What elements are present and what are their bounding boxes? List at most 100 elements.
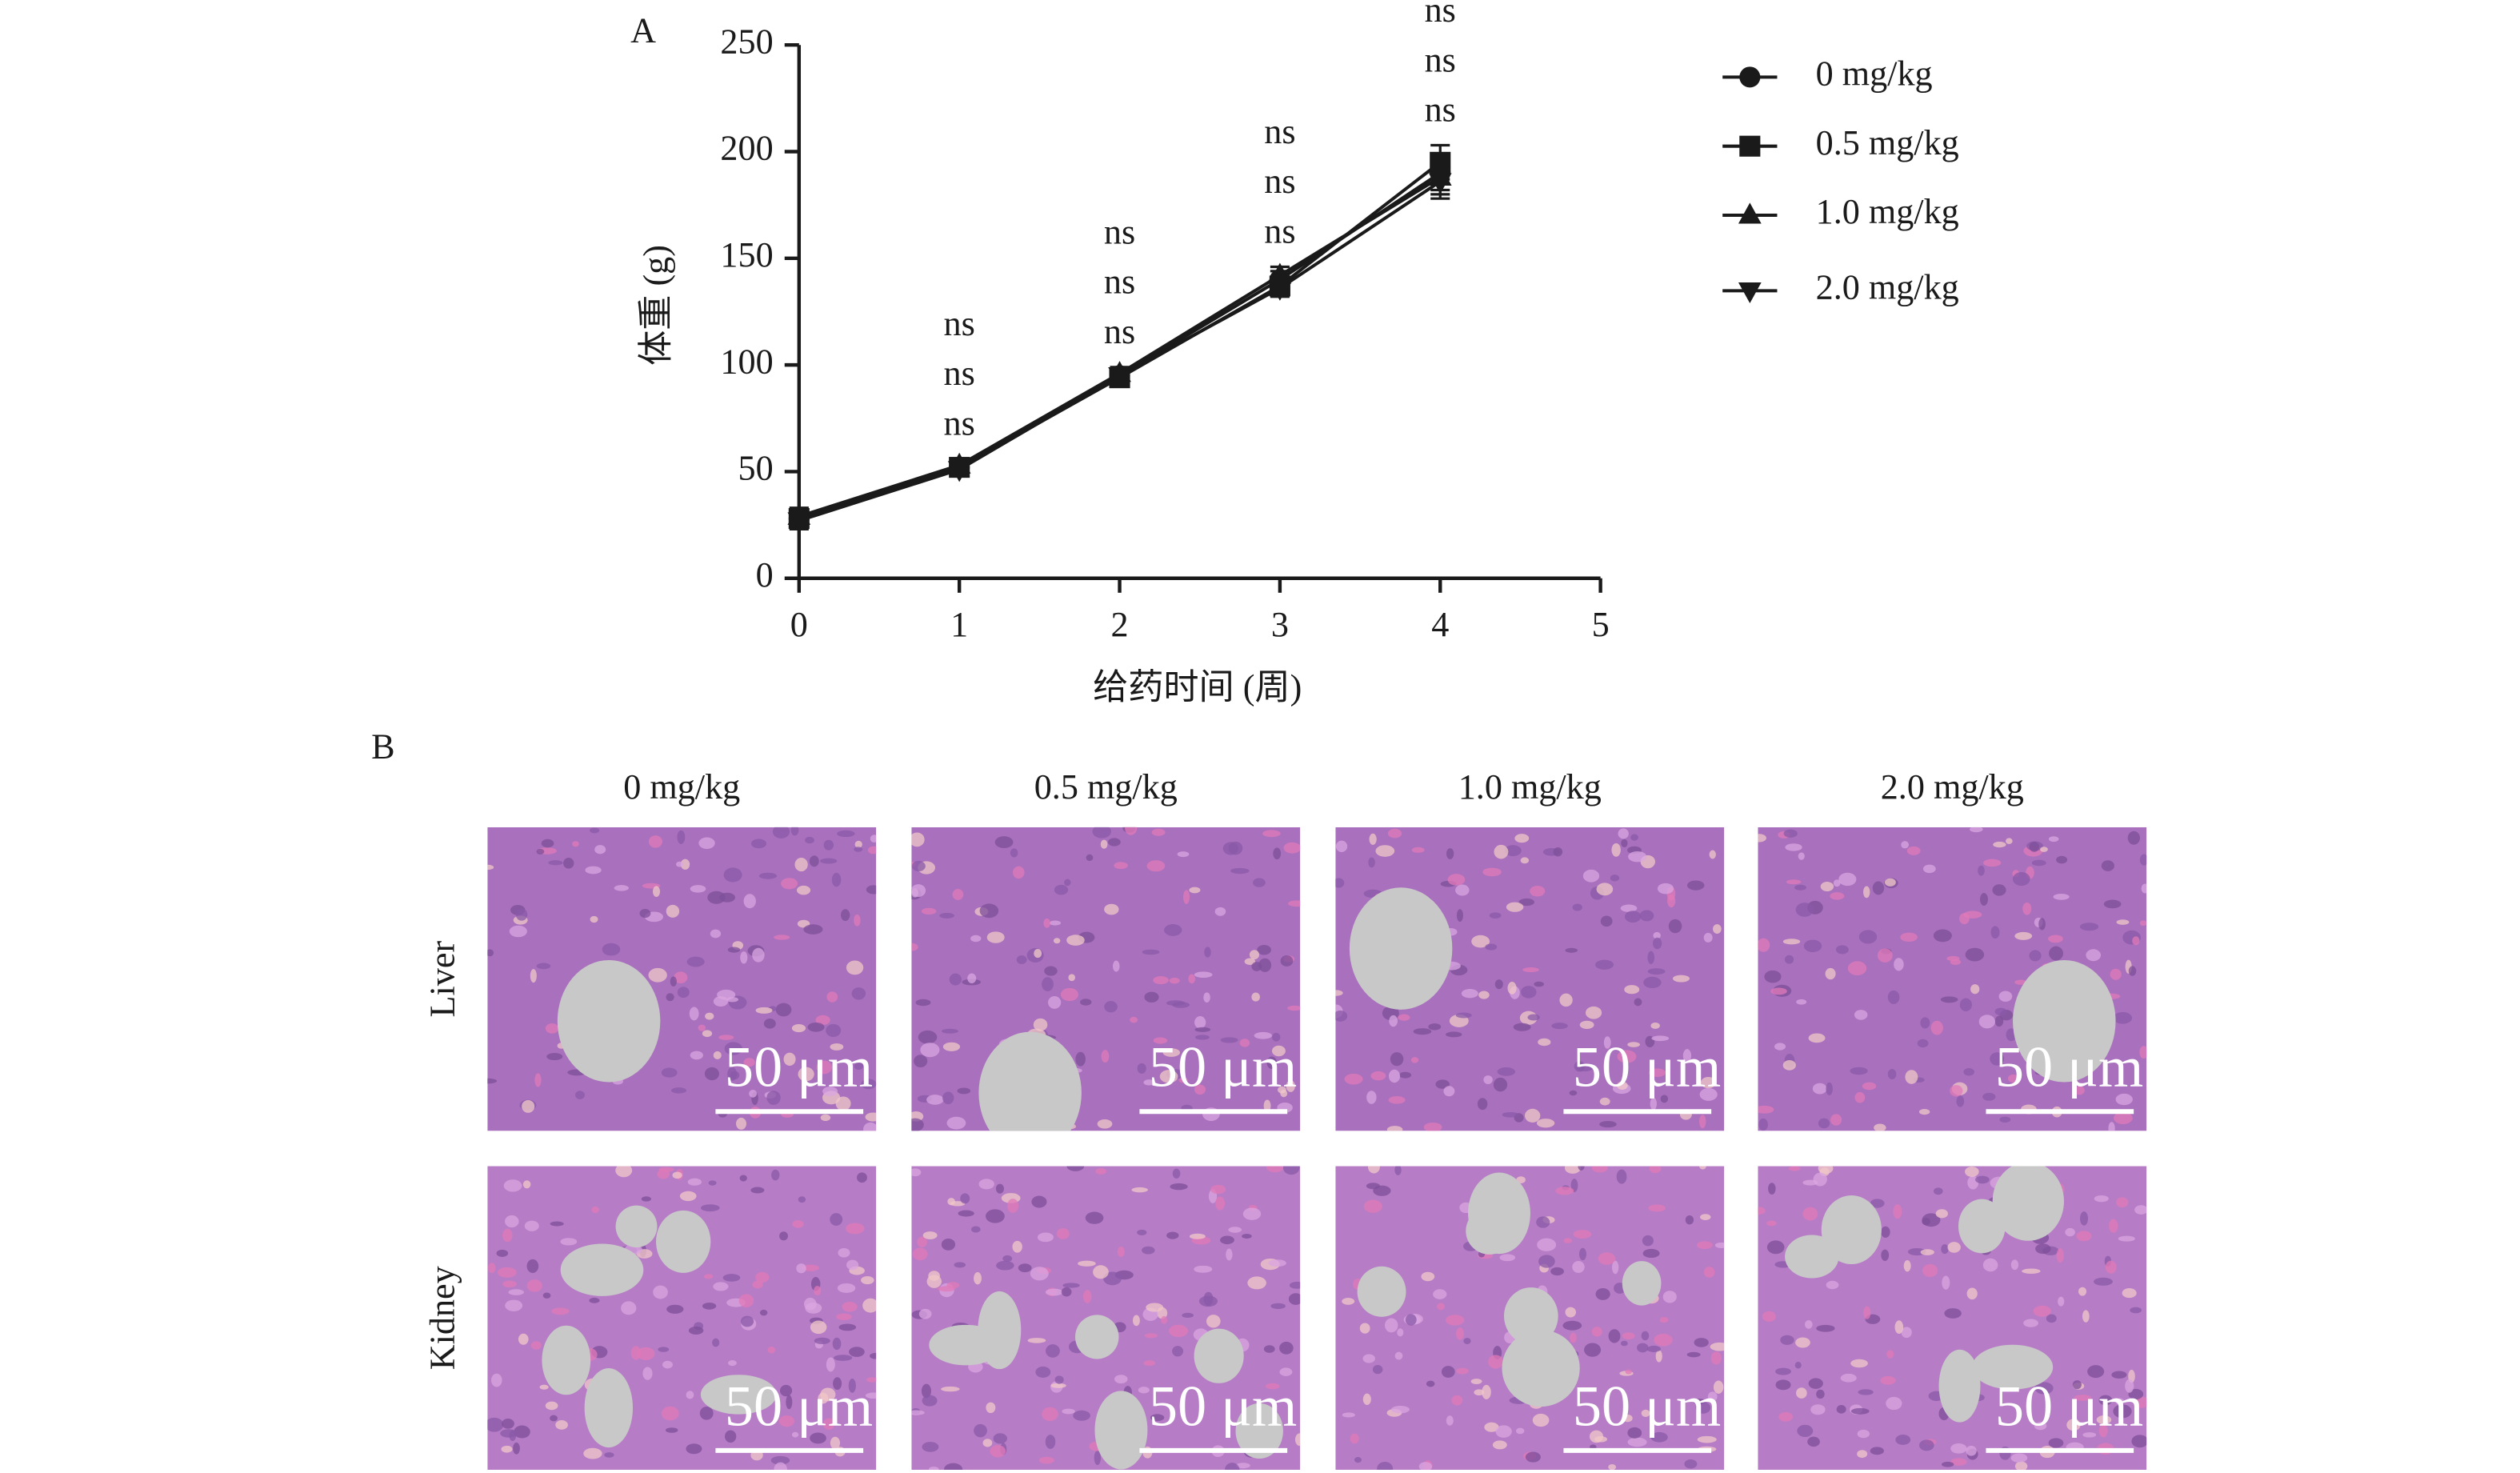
cell — [1942, 1275, 1950, 1290]
lumen — [1958, 1199, 2006, 1254]
cell — [679, 1191, 697, 1202]
cell — [1784, 955, 1794, 964]
cell — [911, 832, 925, 847]
micrograph: 50 μm — [487, 1166, 877, 1470]
cell — [1650, 1431, 1668, 1443]
cell — [1698, 1115, 1706, 1129]
cell — [803, 924, 823, 935]
cell — [1287, 1005, 1301, 1011]
cell — [1641, 1331, 1650, 1341]
cell — [1093, 1265, 1109, 1279]
cell — [918, 1308, 932, 1319]
cell — [1802, 1207, 1818, 1221]
cell — [722, 1274, 741, 1282]
cell — [941, 1386, 960, 1392]
lumen — [1194, 1328, 1244, 1383]
cell — [1254, 1031, 1273, 1039]
cell — [1595, 1287, 1610, 1300]
cell — [979, 903, 999, 919]
cell — [1807, 1436, 1820, 1447]
cell — [2103, 899, 2122, 909]
cell — [1555, 1187, 1574, 1195]
cell — [2072, 1380, 2082, 1390]
cell — [1499, 1254, 1516, 1262]
cell — [1990, 926, 2000, 939]
cell — [726, 997, 738, 1003]
cell — [971, 1226, 981, 1233]
cell — [926, 1275, 942, 1288]
cell — [1522, 967, 1539, 973]
cell — [833, 1377, 842, 1391]
cell — [1418, 1462, 1433, 1470]
cell — [986, 1402, 996, 1414]
cell — [648, 835, 663, 848]
cell — [1993, 841, 2006, 848]
cell — [545, 1023, 559, 1034]
cell — [1780, 1335, 1794, 1345]
cell — [942, 1091, 954, 1105]
cell — [1370, 1071, 1386, 1081]
cell — [2111, 1371, 2127, 1379]
cell — [2125, 1379, 2134, 1393]
cell — [1565, 1307, 1576, 1318]
cell — [1887, 990, 1900, 1004]
cell — [589, 1297, 600, 1303]
cell — [487, 864, 494, 871]
cell — [920, 1043, 940, 1058]
cell — [1384, 1318, 1398, 1333]
cell — [947, 1198, 955, 1206]
cell — [856, 1172, 867, 1183]
cell — [1647, 951, 1655, 964]
cell — [1286, 1080, 1295, 1092]
cell — [1672, 975, 1690, 983]
cell — [1092, 827, 1111, 839]
cell — [1423, 1122, 1442, 1131]
cell — [708, 1180, 717, 1186]
cell — [1426, 1380, 1435, 1387]
cell — [1514, 834, 1530, 843]
cell — [1625, 1369, 1632, 1375]
cell — [814, 1337, 830, 1345]
cell — [1230, 867, 1250, 875]
cell — [830, 1436, 841, 1450]
cell — [1700, 1214, 1711, 1220]
cell — [1685, 1215, 1694, 1225]
cell — [1854, 1091, 1866, 1103]
y-axis-label: 体重 (g) — [636, 245, 675, 366]
cell — [1818, 1166, 1834, 1175]
cell — [713, 996, 729, 1007]
cell — [1686, 880, 1705, 891]
cell — [621, 1301, 637, 1315]
cell — [541, 839, 554, 848]
cell — [1016, 955, 1027, 964]
cell — [772, 827, 790, 839]
cell — [1366, 1183, 1380, 1190]
cell — [1905, 1070, 1918, 1084]
cell — [786, 1395, 793, 1410]
cell — [1034, 948, 1042, 959]
cell — [1182, 1312, 1194, 1319]
cell — [1471, 935, 1490, 948]
cell — [674, 971, 688, 984]
cell — [505, 1215, 519, 1228]
cell — [1618, 828, 1629, 839]
cell — [1783, 829, 1798, 838]
cell — [1963, 1068, 1974, 1076]
cell — [1151, 828, 1166, 836]
cell — [994, 836, 1014, 849]
cell — [752, 947, 765, 963]
cell — [1398, 1071, 1412, 1079]
cell — [1599, 1121, 1617, 1128]
cell — [487, 1078, 498, 1084]
cell — [779, 1384, 793, 1397]
cell — [1714, 1242, 1725, 1248]
cell — [1194, 1084, 1206, 1095]
cell — [1108, 838, 1121, 847]
cell — [833, 1355, 853, 1361]
cell — [863, 1122, 877, 1131]
cell — [743, 1058, 755, 1067]
lumen — [1992, 1166, 2064, 1241]
cell — [2022, 1268, 2041, 1274]
cell — [2076, 1231, 2092, 1242]
cell — [1768, 1183, 1776, 1195]
